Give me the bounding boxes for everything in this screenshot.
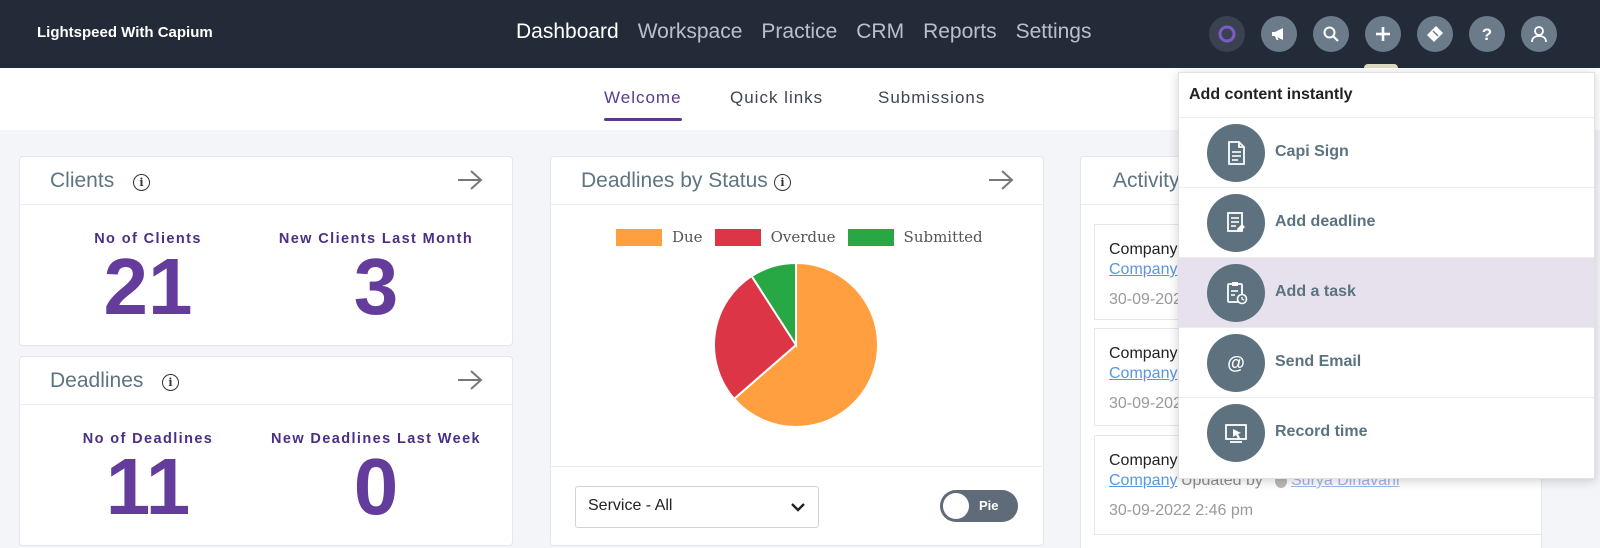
activity-title: Activity (1113, 169, 1180, 192)
user-icon[interactable] (1521, 16, 1557, 52)
megaphone-icon[interactable] (1261, 16, 1297, 52)
legend-swatch-overdue (714, 228, 761, 246)
arrow-right-icon[interactable] (456, 169, 484, 191)
stat-label: New Clients Last Month (278, 231, 474, 247)
deadlines-card: Deadlines i No of Deadlines 11 New Deadl… (19, 356, 513, 546)
menu-item-record-time[interactable]: Record time (1179, 397, 1594, 467)
search-icon[interactable] (1313, 16, 1349, 52)
ticket-icon[interactable] (1417, 16, 1453, 52)
activity-item-title: Company (1109, 241, 1178, 258)
activity-item-link[interactable]: Company (1109, 472, 1178, 489)
clients-title: Clients (50, 169, 115, 192)
chevron-down-icon (791, 503, 805, 512)
menu-item-add-deadline[interactable]: Add deadline (1179, 187, 1594, 257)
deadlines-card-header: Deadlines i (20, 357, 512, 405)
capium-logo-icon[interactable] (1209, 16, 1245, 52)
help-icon[interactable]: ? (1469, 16, 1505, 52)
activity-item-date: 30-09-2022 2:46 pm (1109, 502, 1254, 519)
nav-workspace[interactable]: Workspace (637, 20, 743, 43)
deadline-icon (1207, 194, 1265, 252)
stat-value: 3 (353, 242, 399, 331)
nav-dashboard[interactable]: Dashboard (516, 20, 619, 43)
activity-item-link[interactable]: Company (1109, 261, 1178, 278)
stat-value: 11 (105, 442, 191, 531)
stat-label: No of Deadlines (82, 431, 214, 447)
menu-item-label: Capi Sign (1275, 143, 1349, 160)
stat-new-clients: New Clients Last Month 3 (256, 231, 496, 327)
main-nav: Dashboard Workspace Practice CRM Reports… (516, 20, 1092, 44)
status-title: Deadlines by Status (581, 169, 768, 192)
task-icon (1207, 264, 1265, 322)
divider (550, 466, 1042, 467)
arrow-right-icon[interactable] (987, 169, 1015, 191)
pie-slice-due[interactable] (732, 261, 879, 428)
legend-swatch-submitted (847, 228, 894, 246)
brand-name[interactable]: Lightspeed With Capium (37, 24, 213, 41)
menu-item-capi-sign[interactable]: Capi Sign (1179, 117, 1594, 187)
document-icon (1207, 124, 1265, 182)
info-icon[interactable]: i (162, 374, 179, 391)
nav-practice[interactable]: Practice (761, 20, 838, 43)
svg-text:?: ? (1482, 25, 1492, 44)
nav-crm[interactable]: CRM (856, 20, 905, 43)
pie-chart[interactable] (712, 261, 880, 429)
stat-value: 21 (103, 242, 193, 331)
top-icons: ? (1209, 16, 1557, 52)
stat-no-of-clients: No of Clients 21 (60, 231, 236, 327)
service-select-value: Service - All (588, 497, 673, 514)
pie-slice-overdue[interactable] (713, 274, 798, 401)
menu-item-label: Send Email (1275, 353, 1362, 370)
toggle-knob (943, 493, 969, 519)
plus-icon[interactable] (1365, 16, 1401, 52)
stat-new-deadlines: New Deadlines Last Week 0 (256, 431, 496, 527)
arrow-right-icon[interactable] (456, 369, 484, 391)
clients-card-header: Clients i (20, 157, 512, 205)
activity-item-date: 30-09-202 (1109, 291, 1182, 308)
tab-quick-links[interactable]: Quick links (730, 88, 824, 107)
svg-text:@: @ (1227, 353, 1245, 373)
activity-item-link[interactable]: Company (1109, 365, 1178, 382)
stat-label: No of Clients (94, 231, 202, 247)
service-select[interactable]: Service - All (575, 486, 819, 528)
stat-label: New Deadlines Last Week (270, 431, 482, 447)
quick-add-dropdown: Add content instantly Capi Sign Add dead… (1178, 72, 1595, 479)
activity-item-title: Company (1109, 345, 1178, 362)
activity-item-title: Company (1109, 452, 1178, 469)
info-icon[interactable]: i (133, 174, 150, 191)
dropdown-title: Add content instantly (1189, 86, 1353, 103)
legend-label-submitted: Submitted (903, 228, 983, 246)
status-card-header: Deadlines by Status i (551, 157, 1043, 205)
menu-item-label: Add a task (1275, 283, 1356, 300)
chart-type-toggle[interactable]: Pie (940, 490, 1018, 522)
menu-item-label: Add deadline (1275, 213, 1376, 230)
activity-item-date: 30-09-202 (1109, 395, 1182, 412)
tab-submissions[interactable]: Submissions (878, 88, 986, 107)
pie-slice-submitted[interactable] (750, 261, 797, 349)
nav-reports[interactable]: Reports (923, 20, 997, 43)
menu-item-add-task[interactable]: Add a task (1179, 257, 1594, 327)
chart-legend: Due Overdue Submitted (616, 228, 983, 246)
top-bar: Lightspeed With Capium Dashboard Workspa… (0, 0, 1600, 68)
nav-settings[interactable]: Settings (1015, 20, 1092, 43)
legend-label-due: Due (672, 228, 703, 246)
legend-swatch-due (616, 228, 662, 246)
menu-item-label: Record time (1275, 423, 1368, 440)
deadlines-title: Deadlines (50, 369, 144, 392)
stat-value: 0 (353, 442, 399, 531)
stat-no-of-deadlines: No of Deadlines 11 (60, 431, 236, 527)
legend-label-overdue: Overdue (770, 228, 836, 246)
clients-card: Clients i No of Clients 21 New Clients L… (19, 156, 513, 346)
record-time-icon (1207, 404, 1265, 462)
toggle-label: Pie (979, 498, 999, 513)
tab-welcome[interactable]: Welcome (604, 88, 682, 121)
info-icon[interactable]: i (774, 174, 791, 191)
menu-item-send-email[interactable]: @ Send Email (1179, 327, 1594, 397)
at-sign-icon: @ (1207, 334, 1265, 392)
